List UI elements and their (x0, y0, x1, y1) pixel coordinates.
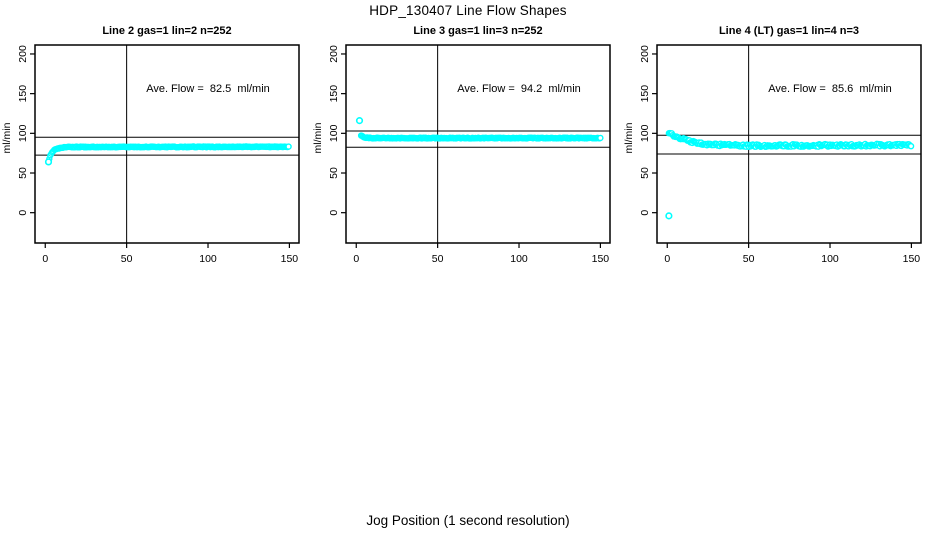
flow-point (597, 134, 604, 142)
y-tick-label: 200 (17, 45, 29, 63)
ave-flow-annotation-line2: Ave. Flow = 82.5 ml/min (146, 83, 270, 95)
y-tick-label: 0 (328, 210, 340, 216)
x-tick-label: 50 (743, 253, 755, 265)
panel-title-line4: Line 4 (LT) gas=1 lin=4 n=3 (718, 25, 860, 37)
y-tick-label: 150 (17, 85, 29, 103)
y-tick-label: 100 (17, 124, 29, 142)
flow-point (907, 142, 915, 150)
panel-title-line2: Line 2 gas=1 lin=2 n=252 (102, 25, 232, 37)
x-tick-label: 50 (432, 253, 444, 265)
y-tick-label: 200 (639, 45, 651, 63)
flow-point (285, 143, 292, 150)
y-tick-label: 150 (328, 85, 340, 103)
plots-canvas: 0 50 100 150 200 0 50 100 150 0 50 100 150 200 0 50 100 1… (17, 44, 922, 265)
y-axis-label-line2: ml/min (1, 122, 13, 154)
x-tick-label: 150 (281, 253, 299, 265)
plot-box (656, 44, 922, 244)
x-tick-label: 150 (592, 253, 610, 265)
plot-box (34, 44, 300, 244)
y-axis-label-line4: ml/min (623, 122, 635, 154)
x-tick-label: 0 (664, 253, 670, 265)
x-tick-label: 0 (42, 253, 48, 265)
y-tick-label: 200 (328, 45, 340, 63)
x-tick-label: 100 (199, 253, 217, 265)
plot-box (345, 44, 611, 244)
y-tick-label: 100 (639, 124, 651, 142)
y-tick-label: 50 (639, 167, 651, 179)
figure-title: HDP_130407 Line Flow Shapes (369, 3, 567, 18)
ave-flow-annotation-line4: Ave. Flow = 85.6 ml/min (768, 83, 892, 95)
outlier-point (665, 212, 673, 220)
ave-flow-annotation-line3: Ave. Flow = 94.2 ml/min (457, 83, 581, 95)
y-tick-label: 50 (328, 167, 340, 179)
x-tick-label: 0 (353, 253, 359, 265)
x-tick-label: 150 (903, 253, 921, 265)
y-tick-label: 50 (17, 167, 29, 179)
y-tick-label: 0 (17, 210, 29, 216)
x-tick-label: 100 (821, 253, 839, 265)
x-tick-label: 100 (510, 253, 528, 265)
y-tick-label: 100 (328, 124, 340, 142)
y-tick-label: 0 (639, 210, 651, 216)
y-axis-label-line3: ml/min (312, 122, 324, 154)
outlier-point (355, 117, 364, 125)
panel-title-line3: Line 3 gas=1 lin=3 n=252 (413, 25, 543, 37)
y-tick-label: 150 (639, 85, 651, 103)
outlier-point (44, 158, 53, 166)
x-axis-label: Jog Position (1 second resolution) (366, 513, 570, 528)
x-tick-label: 50 (121, 253, 133, 265)
